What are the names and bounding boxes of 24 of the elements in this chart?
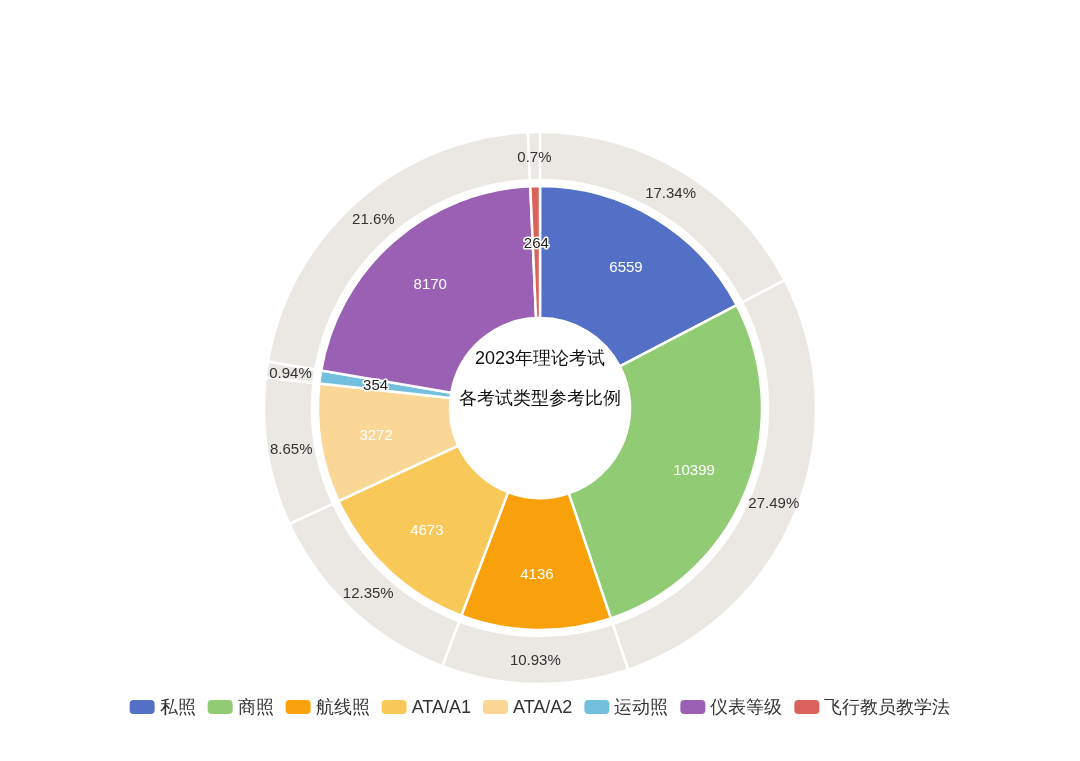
data-label: 8170: [413, 274, 447, 292]
data-label: 8.65%: [269, 439, 313, 457]
data-label: 0.7%: [517, 147, 552, 165]
data-label: 4673: [410, 520, 444, 538]
data-label: 17.34%: [645, 183, 697, 201]
data-label: 4136: [520, 565, 554, 583]
data-label: 10399: [673, 461, 715, 479]
data-label: 3272: [359, 426, 393, 444]
legend-label: 仪表等级: [710, 697, 783, 717]
data-label: 21.6%: [352, 210, 395, 228]
legend-label: 航线照: [315, 697, 370, 717]
data-label: 12.35%: [342, 583, 394, 601]
legend-label: 运动照: [614, 697, 669, 717]
data-label: 27.49%: [748, 493, 800, 511]
data-label: 6559: [609, 257, 643, 275]
legend-label: 商照: [237, 697, 274, 717]
data-label: 10.93%: [509, 651, 561, 669]
legend-label: ATA/A2: [513, 697, 573, 717]
legend-label: 私照: [159, 697, 196, 717]
text: 各考试类型参考比例: [459, 388, 621, 408]
legend-label: 飞行教员教学法: [824, 697, 951, 717]
text: 2023年理论考试: [474, 348, 606, 368]
legend-label: ATA/A1: [411, 697, 471, 717]
data-label: 0.94%: [269, 364, 312, 382]
